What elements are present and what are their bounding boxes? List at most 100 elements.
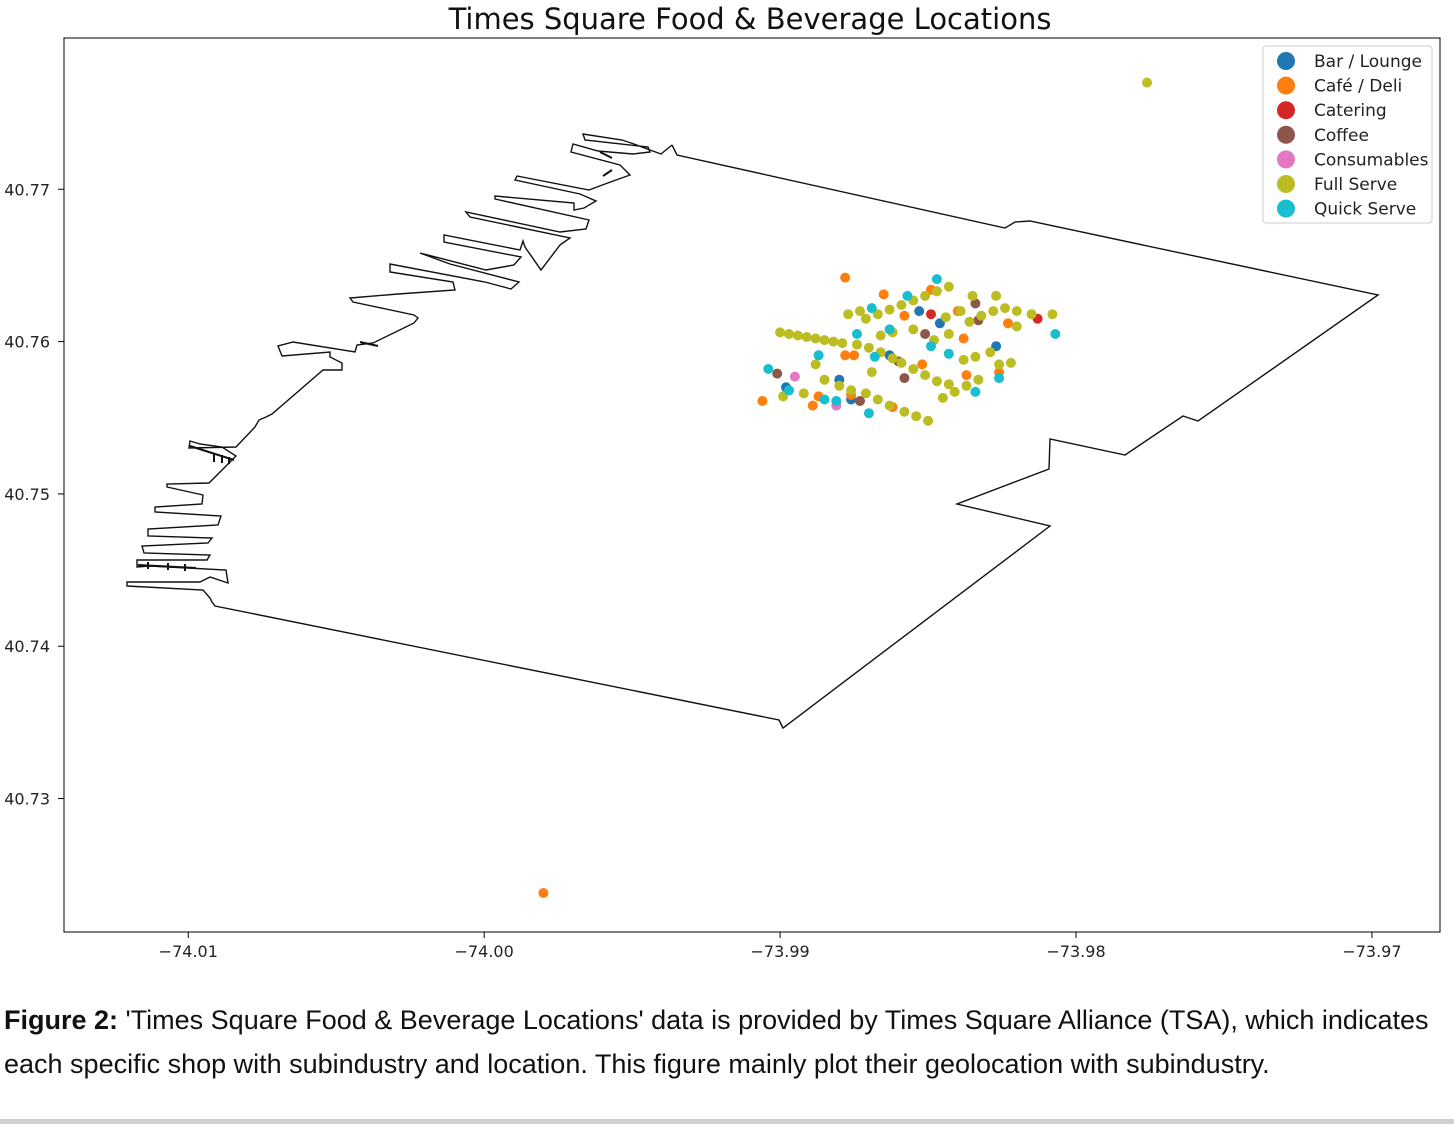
data-point	[896, 357, 907, 368]
data-point	[798, 388, 809, 399]
scatter-points	[538, 77, 1152, 898]
data-point	[931, 274, 942, 285]
legend-marker	[1277, 150, 1295, 169]
data-point	[914, 306, 925, 317]
data-point	[849, 350, 860, 361]
data-point	[970, 386, 981, 397]
x-tick-label: −73.98	[1046, 942, 1105, 961]
data-point	[884, 304, 895, 315]
data-point	[1050, 329, 1061, 339]
legend-label: Quick Serve	[1314, 200, 1416, 220]
data-point	[807, 400, 818, 411]
data-point	[860, 388, 871, 399]
data-point	[985, 347, 996, 358]
data-point	[991, 290, 1002, 301]
data-point	[920, 290, 931, 301]
data-point	[899, 406, 910, 417]
data-point	[899, 373, 910, 384]
figure-caption: Figure 2: 'Times Square Food & Beverage …	[4, 998, 1444, 1086]
legend: Bar / Lounge Café / Deli Catering Coffee Con…	[1262, 45, 1433, 224]
data-point	[908, 324, 919, 335]
y-axis: 40.73 40.74 40.75 40.76 40.77	[4, 180, 64, 809]
data-point	[949, 386, 960, 397]
data-point	[840, 350, 851, 361]
legend-label: Catering	[1314, 101, 1387, 121]
plot-frame	[63, 37, 1441, 933]
data-point	[923, 415, 934, 426]
data-point	[855, 306, 865, 317]
data-point	[1026, 309, 1037, 320]
data-point	[994, 373, 1005, 384]
legend-label: Café / Deli	[1314, 77, 1402, 97]
data-point	[988, 306, 999, 317]
x-tick-label: −74.01	[159, 942, 218, 961]
y-tick-label: 40.76	[4, 333, 50, 352]
data-point	[831, 396, 842, 406]
series-1	[538, 272, 1013, 898]
data-point	[763, 364, 774, 374]
data-point	[846, 385, 857, 396]
data-point	[1005, 357, 1016, 368]
y-tick-label: 40.74	[4, 637, 50, 656]
scatter-chart: Times Square Food & Beverage Locations −…	[4, 2, 1441, 961]
data-point	[878, 289, 889, 300]
x-axis: −74.01 −74.00 −73.99 −73.98 −73.97	[159, 932, 1402, 961]
series-5	[775, 77, 1152, 426]
data-point	[931, 286, 942, 297]
caption-label: Figure 2:	[4, 1005, 119, 1035]
legend-marker	[1277, 101, 1295, 120]
y-tick-label: 40.77	[4, 180, 50, 199]
legend-label: Full Serve	[1314, 175, 1397, 195]
data-point	[538, 888, 549, 898]
caption-text: 'Times Square Food & Beverage Locations'…	[4, 1005, 1429, 1079]
data-point	[973, 374, 984, 385]
data-point	[896, 300, 907, 310]
x-tick-label: −74.00	[455, 942, 514, 961]
data-point	[943, 379, 954, 390]
data-point	[792, 330, 803, 341]
data-point	[789, 371, 800, 382]
data-point	[772, 368, 783, 379]
data-point	[899, 310, 910, 321]
x-tick-label: −73.97	[1342, 942, 1401, 961]
data-point	[819, 374, 830, 385]
data-point	[840, 272, 851, 283]
data-point	[917, 359, 928, 370]
data-point	[943, 281, 954, 292]
boundary-polygon	[126, 133, 1380, 730]
data-point	[994, 359, 1005, 370]
data-point	[943, 329, 954, 339]
data-point	[863, 342, 874, 353]
x-tick-label: −73.99	[751, 942, 810, 961]
data-point	[1142, 77, 1152, 88]
data-point	[884, 324, 895, 335]
pier-marks	[137, 151, 613, 571]
data-point	[967, 290, 978, 301]
data-point	[1011, 306, 1022, 317]
data-point	[937, 392, 948, 403]
data-point	[958, 333, 969, 344]
data-point	[926, 341, 936, 352]
data-point	[920, 370, 931, 381]
data-point	[819, 335, 830, 346]
data-point	[943, 348, 954, 359]
data-point	[863, 408, 874, 419]
legend-box	[1262, 45, 1433, 224]
data-point	[970, 351, 981, 362]
data-point	[819, 394, 830, 405]
legend-label: Consumables	[1314, 150, 1429, 170]
data-point	[931, 376, 942, 387]
page-bottom-bar	[0, 1119, 1454, 1124]
data-point	[961, 380, 972, 391]
legend-label: Bar / Lounge	[1314, 52, 1422, 72]
data-point	[866, 303, 877, 314]
data-point	[810, 359, 821, 370]
data-point	[872, 394, 883, 405]
data-point	[955, 306, 966, 317]
data-point	[926, 309, 936, 320]
data-point	[1000, 303, 1010, 314]
data-point	[887, 353, 898, 364]
data-point	[911, 411, 922, 422]
legend-marker	[1277, 199, 1295, 218]
data-point	[810, 333, 821, 344]
